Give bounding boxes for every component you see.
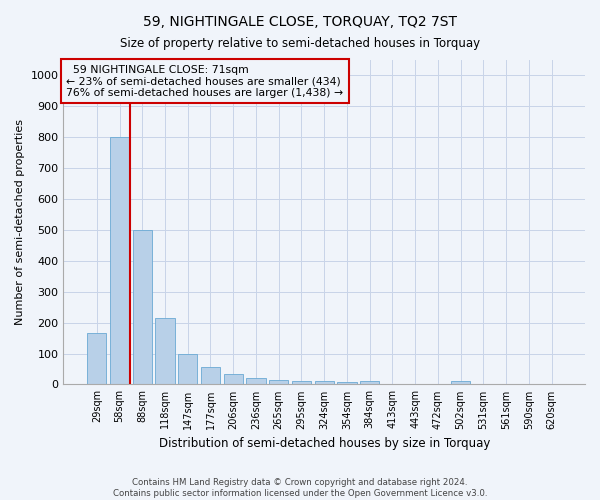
- Bar: [314, 382, 334, 384]
- Y-axis label: Number of semi-detached properties: Number of semi-detached properties: [15, 119, 25, 325]
- Bar: [133, 230, 152, 384]
- Bar: [292, 382, 311, 384]
- Bar: [87, 334, 106, 384]
- Text: 59, NIGHTINGALE CLOSE, TORQUAY, TQ2 7ST: 59, NIGHTINGALE CLOSE, TORQUAY, TQ2 7ST: [143, 15, 457, 29]
- Bar: [110, 137, 129, 384]
- Text: Contains HM Land Registry data © Crown copyright and database right 2024.
Contai: Contains HM Land Registry data © Crown c…: [113, 478, 487, 498]
- Bar: [360, 382, 379, 384]
- Bar: [269, 380, 289, 384]
- Text: Size of property relative to semi-detached houses in Torquay: Size of property relative to semi-detach…: [120, 38, 480, 51]
- X-axis label: Distribution of semi-detached houses by size in Torquay: Distribution of semi-detached houses by …: [158, 437, 490, 450]
- Bar: [451, 382, 470, 384]
- Bar: [247, 378, 266, 384]
- Text: 59 NIGHTINGALE CLOSE: 71sqm
← 23% of semi-detached houses are smaller (434)
76% : 59 NIGHTINGALE CLOSE: 71sqm ← 23% of sem…: [66, 65, 343, 98]
- Bar: [178, 354, 197, 384]
- Bar: [155, 318, 175, 384]
- Bar: [224, 374, 243, 384]
- Bar: [337, 382, 356, 384]
- Bar: [201, 368, 220, 384]
